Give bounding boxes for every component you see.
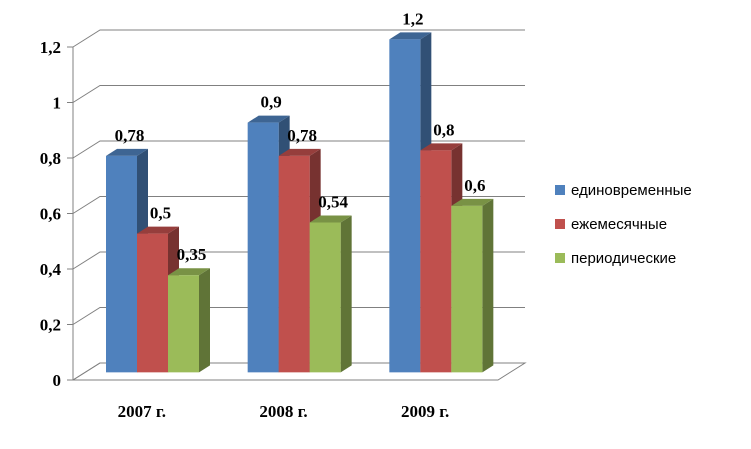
y-tick-label: 1,2 xyxy=(40,38,61,57)
data-label: 0,54 xyxy=(318,193,348,212)
data-label: 0,8 xyxy=(433,120,454,139)
y-tick-label: 0 xyxy=(53,371,62,390)
legend: единовременные ежемесячные периодические xyxy=(555,182,692,267)
bar-top xyxy=(278,148,321,156)
bar xyxy=(309,215,352,373)
y-tick-label: 0,8 xyxy=(40,149,61,168)
bar-side xyxy=(482,198,494,373)
data-label: 0,78 xyxy=(287,126,317,145)
data-label: 0,6 xyxy=(464,176,485,195)
legend-item: периодические xyxy=(555,250,676,267)
legend-label: периодические xyxy=(571,250,676,267)
y-tick-label: 0,4 xyxy=(40,260,62,279)
gridlines xyxy=(72,29,525,381)
data-label: 0,9 xyxy=(261,93,282,112)
gridline xyxy=(72,29,525,48)
bar-top xyxy=(420,143,463,151)
x-tick-label: 2007 г. xyxy=(118,402,166,421)
data-label: 0,78 xyxy=(115,126,145,145)
gridline xyxy=(72,85,525,103)
bar-top xyxy=(451,198,494,206)
data-label: 1,2 xyxy=(402,9,423,28)
bar-top xyxy=(247,115,290,123)
legend-label: единовременные xyxy=(571,182,692,199)
data-labels: 0,78 0,5 0,35 0,9 0,78 0,54 1,2 0,8 0,6 xyxy=(115,9,486,264)
bar xyxy=(168,268,210,373)
gridline xyxy=(72,196,525,214)
bar-front xyxy=(247,122,279,373)
legend-label: ежемесячные xyxy=(571,216,667,233)
x-tick-label: 2009 г. xyxy=(401,402,449,421)
bar-top xyxy=(309,215,352,223)
bar-side xyxy=(340,215,352,373)
bar xyxy=(451,198,494,373)
bar-top xyxy=(137,226,179,234)
x-tick-label: 2008 г. xyxy=(259,402,307,421)
bar-front xyxy=(106,155,137,373)
y-tick-label: 0,2 xyxy=(40,316,61,335)
bar-top xyxy=(389,32,432,40)
x-axis-labels: 2007 г. 2008 г. 2009 г. xyxy=(118,402,450,421)
legend-swatch xyxy=(555,185,565,195)
legend-swatch xyxy=(555,219,565,229)
data-label: 0,5 xyxy=(150,204,171,223)
y-axis-ticks: 0 0,2 0,4 0,6 0,8 1 1,2 xyxy=(40,38,73,390)
gridline xyxy=(72,307,525,325)
gridline xyxy=(72,140,525,159)
bar-top xyxy=(106,148,148,156)
data-label: 0,35 xyxy=(177,245,207,264)
bar-front xyxy=(451,205,483,373)
bar-front xyxy=(168,275,199,373)
legend-item: ежемесячные xyxy=(555,216,667,233)
bar-front xyxy=(389,39,421,373)
bar-side xyxy=(199,268,210,373)
legend-item: единовременные xyxy=(555,182,692,199)
bar-front xyxy=(420,150,452,373)
bar-front xyxy=(278,155,310,373)
gridline xyxy=(72,362,525,381)
bar-top xyxy=(168,268,210,276)
gridline xyxy=(72,251,525,270)
legend-swatch xyxy=(555,253,565,263)
bars xyxy=(106,32,494,373)
bar-front xyxy=(137,233,168,373)
bar-front xyxy=(309,222,341,373)
y-tick-label: 1 xyxy=(53,94,62,113)
y-tick-label: 0,6 xyxy=(40,205,61,224)
